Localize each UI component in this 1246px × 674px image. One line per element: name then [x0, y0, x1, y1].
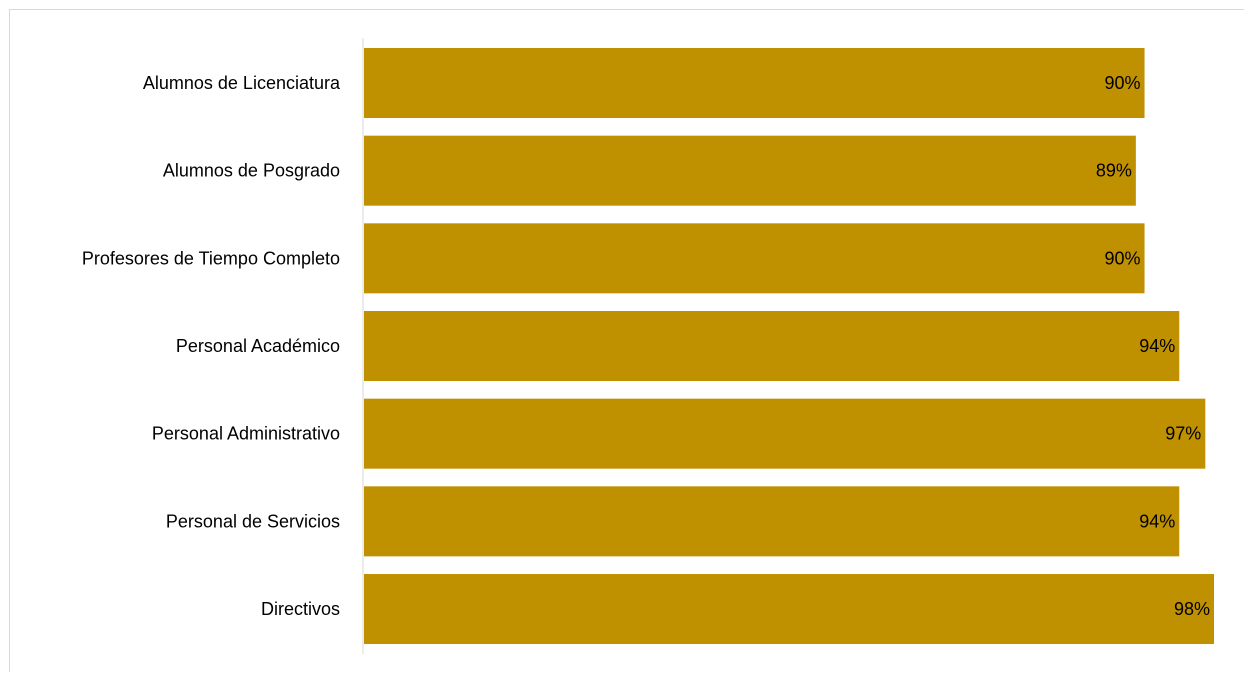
data-label: 90%: [1104, 248, 1140, 268]
category-label: Personal Administrativo: [152, 424, 340, 444]
bar: [364, 223, 1145, 294]
category-label: Profesores de Tiempo Completo: [82, 248, 340, 268]
category-label: Directivos: [261, 599, 340, 619]
category-label: Personal Académico: [176, 336, 340, 356]
bar: [364, 311, 1180, 382]
data-label: 89%: [1096, 161, 1132, 181]
category-label: Personal de Servicios: [166, 511, 340, 531]
category-label: Alumnos de Licenciatura: [143, 73, 341, 93]
data-label: 94%: [1139, 511, 1175, 531]
data-label: 94%: [1139, 336, 1175, 356]
bar: [364, 486, 1180, 557]
data-label: 98%: [1174, 599, 1210, 619]
bar: [364, 135, 1136, 206]
data-label: 90%: [1104, 73, 1140, 93]
bar: [364, 48, 1145, 118]
category-label: Alumnos de Posgrado: [163, 161, 340, 181]
bar: [364, 574, 1214, 645]
data-label: 97%: [1165, 424, 1201, 444]
bar: [364, 398, 1206, 469]
